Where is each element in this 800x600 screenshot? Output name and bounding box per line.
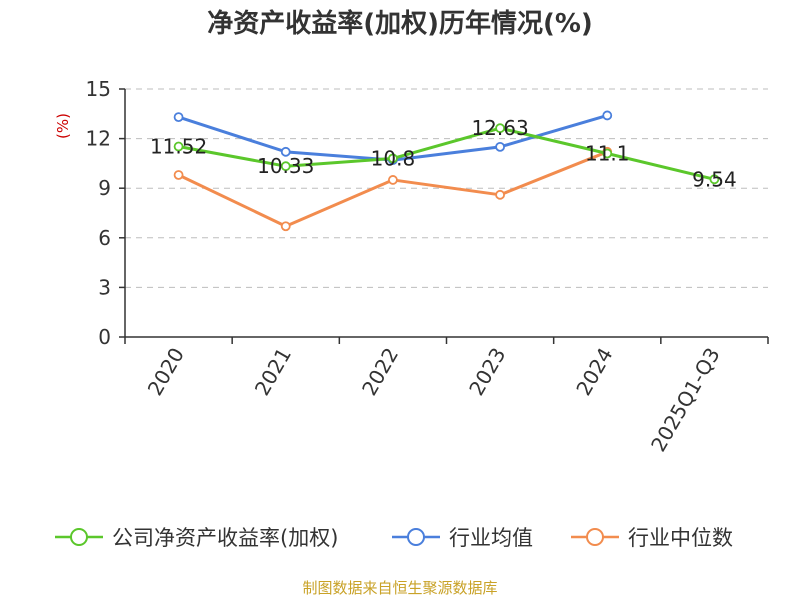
x-tick-label: 2022	[357, 344, 403, 400]
y-tick-label: 3	[98, 275, 111, 299]
data-point	[388, 175, 398, 185]
chart-title: 净资产收益率(加权)历年情况(%)	[207, 8, 593, 39]
legend-marker-2	[586, 528, 604, 546]
data-point	[495, 141, 505, 152]
y-axis-unit-label: (%)	[54, 113, 72, 139]
data-point	[173, 170, 184, 180]
data-point	[280, 161, 291, 172]
data-label: 11.1	[585, 141, 630, 165]
data-point	[495, 189, 505, 200]
y-tick-label: 15	[86, 77, 111, 101]
data-labels: 11.52 10.33 10.8 12.63 11.1 9.54	[150, 116, 737, 191]
data-point	[602, 110, 613, 121]
data-label: 10.33	[257, 154, 314, 178]
y-tick-label: 9	[98, 176, 111, 200]
data-point	[280, 221, 291, 232]
data-point	[709, 174, 720, 185]
x-tick-label: 2025Q1-Q3	[646, 344, 725, 456]
data-label: 10.8	[371, 146, 416, 170]
data-point	[173, 141, 184, 152]
y-tick-label: 12	[86, 127, 111, 151]
x-tick-label: 2020	[143, 344, 189, 400]
x-tick-label: 2021	[250, 344, 296, 400]
legend-marker-0	[70, 528, 88, 546]
data-label: 12.63	[471, 116, 528, 140]
legend: 公司净资产收益率(加权) 行业均值 行业中位数	[55, 526, 733, 550]
y-tick-label: 0	[98, 325, 111, 349]
legend-label: 行业均值	[449, 526, 533, 550]
series-line-0	[178, 126, 715, 181]
data-point	[602, 148, 613, 159]
data-label: 9.54	[692, 167, 737, 191]
data-label: 11.52	[150, 135, 207, 159]
data-point	[173, 112, 184, 123]
data-point	[495, 123, 505, 134]
legend-label: 公司净资产收益率(加权)	[112, 526, 338, 550]
data-point	[388, 153, 398, 164]
x-tick-label: 2023	[464, 344, 510, 400]
legend-marker-1	[407, 528, 425, 546]
series-lines	[173, 110, 720, 232]
data-point	[280, 146, 291, 157]
legend-label: 行业中位数	[628, 526, 733, 550]
y-tick-label: 6	[98, 226, 111, 250]
source-note: 制图数据来自恒生聚源数据库	[302, 579, 497, 597]
x-tick-label: 2024	[571, 344, 617, 400]
